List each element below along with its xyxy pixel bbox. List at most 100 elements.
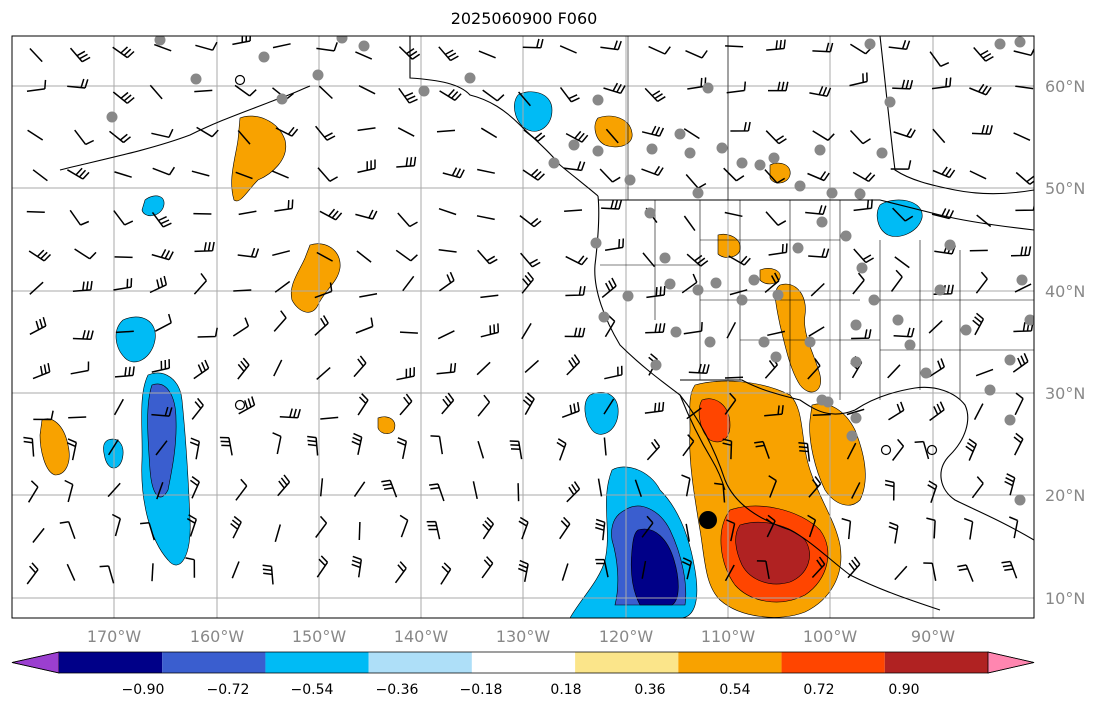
station-dot [659, 252, 671, 264]
wind-barb [186, 514, 198, 537]
positive-contour-small-3 [769, 162, 791, 184]
wind-barb [396, 437, 408, 460]
station-dot [702, 82, 714, 94]
calm-wind-circle [926, 444, 938, 456]
wind-barb [273, 310, 287, 332]
wind-barb [764, 405, 784, 417]
wind-barb [726, 519, 736, 542]
wind-barb [272, 43, 291, 49]
wind-barb [809, 86, 832, 97]
station-dot [644, 207, 656, 219]
wind-barb [894, 565, 908, 581]
wind-barb [197, 327, 218, 338]
station-dot [336, 36, 348, 44]
negative-contour-small-2 [103, 438, 124, 469]
wind-barb [68, 416, 87, 419]
wind-barb [396, 367, 415, 381]
negative-contour-alaska [514, 91, 553, 132]
wind-barb [565, 285, 586, 297]
station-dot [804, 336, 816, 348]
colorbar-extend-max [987, 651, 1035, 674]
wind-barb [99, 565, 115, 584]
station-dot [850, 356, 862, 368]
wind-barb [686, 253, 709, 267]
calm-wind-circle [880, 444, 892, 456]
wind-barb [724, 211, 743, 218]
wind-barb [232, 317, 250, 337]
wind-barb [566, 354, 581, 376]
wind-barb [812, 413, 831, 417]
wind-barb [884, 479, 895, 501]
wind-barb [645, 323, 666, 334]
wind-barb [399, 331, 418, 334]
wind-barb [237, 357, 250, 380]
wind-barb [724, 564, 735, 582]
wind-barb [1015, 171, 1034, 185]
wind-barb [642, 252, 656, 268]
wind-barb [74, 129, 95, 146]
wind-barb [808, 248, 830, 259]
station-dot [770, 351, 782, 363]
wind-barb [847, 556, 861, 579]
colorbar-bin [471, 652, 576, 673]
station-dot [1016, 274, 1028, 286]
lon-label-110w: 110°W [700, 627, 756, 646]
station-dot [154, 36, 166, 46]
wind-barb [316, 367, 331, 380]
wind-barb [230, 515, 242, 539]
wind-barb [851, 329, 872, 340]
wind-barb [399, 393, 413, 416]
wind-barb [929, 401, 945, 422]
wind-barb [1013, 321, 1034, 333]
map-title: 2025060900 F060 [450, 9, 598, 28]
station-dot [736, 294, 748, 306]
wind-barb [722, 438, 733, 460]
wind-barb [478, 50, 496, 59]
wind-barb [357, 127, 376, 132]
wind-barb [152, 166, 176, 176]
colorbar-tick-7: 0.36 [634, 682, 666, 698]
wind-barb [644, 401, 665, 414]
station-dot [816, 216, 828, 228]
wind-barb [351, 432, 363, 455]
colorbar-bin [59, 652, 163, 673]
wind-barb [808, 326, 825, 337]
wind-barb [357, 393, 369, 416]
wind-barb [235, 171, 253, 180]
wind-barb [155, 440, 168, 456]
wind-barb [729, 289, 748, 296]
wind-barb [604, 365, 623, 380]
station-dot [736, 157, 748, 169]
wind-barb [683, 322, 703, 335]
wind-barb [971, 476, 984, 499]
wind-barb [559, 516, 571, 540]
wind-barb [685, 174, 707, 189]
wind-barb [194, 89, 213, 93]
wind-barb [957, 564, 974, 582]
wind-barb [149, 275, 168, 294]
negative-contour-great-lakes [876, 199, 923, 237]
wind-barb [641, 560, 647, 579]
wind-barb [27, 480, 39, 503]
wind-barb [72, 280, 93, 293]
wind-barb [316, 42, 338, 52]
positive-contour-pacific-3 [39, 418, 70, 476]
wind-barb [893, 128, 916, 139]
wind-barb [315, 125, 336, 141]
wind-barb [72, 330, 94, 341]
wind-barb [151, 359, 171, 373]
wind-barb [559, 45, 577, 54]
wind-barb [603, 82, 626, 95]
wind-barb [681, 273, 698, 294]
wind-barb [115, 330, 134, 334]
station-dot [592, 94, 604, 106]
wind-barb [768, 243, 788, 256]
wind-barb [971, 124, 993, 135]
station-dot [826, 187, 838, 199]
wind-barb [634, 479, 643, 498]
colorbar-tick-10: 0.90 [888, 682, 920, 698]
positive-contour-plains [775, 283, 821, 393]
wind-barb [481, 556, 494, 579]
wind-barb [728, 255, 751, 266]
station-dot [548, 157, 560, 169]
